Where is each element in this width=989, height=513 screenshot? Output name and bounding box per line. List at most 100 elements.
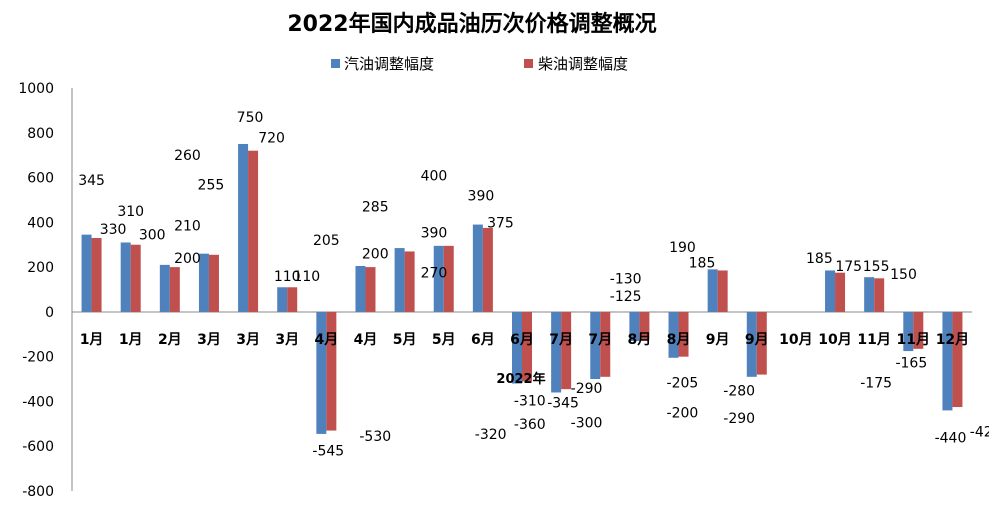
data-label: -440 bbox=[935, 430, 967, 446]
y-tick-label: 800 bbox=[27, 126, 54, 142]
x-tick-label: 5月 bbox=[393, 332, 417, 348]
data-label: 375 bbox=[487, 215, 514, 231]
bar-diesel bbox=[756, 311, 767, 375]
data-label: -320 bbox=[475, 427, 507, 443]
data-label: -125 bbox=[610, 289, 642, 305]
y-axis-ticks: 1000 800 600 400 200 0 -200 -400 -600 -800 bbox=[18, 81, 54, 500]
x-tick-label: 1月 bbox=[80, 332, 104, 348]
bar-gasoline bbox=[81, 234, 92, 312]
bar-gasoline bbox=[238, 143, 249, 312]
bar-diesel bbox=[874, 278, 885, 312]
bar-gasoline bbox=[903, 311, 914, 352]
x-tick-label: 6月 bbox=[510, 332, 534, 348]
x-tick-label: 3月 bbox=[275, 332, 299, 348]
y-tick-label: -600 bbox=[22, 439, 54, 455]
bar-diesel bbox=[678, 311, 689, 357]
x-tick-label: 3月 bbox=[236, 332, 260, 348]
bar-diesel bbox=[208, 254, 219, 312]
data-label: -290 bbox=[571, 381, 603, 397]
data-label: -280 bbox=[723, 383, 755, 399]
bar-diesel bbox=[365, 267, 376, 312]
x-tick-label: 1月 bbox=[119, 332, 143, 348]
data-label: 345 bbox=[78, 173, 105, 189]
bar-diesel bbox=[130, 244, 141, 312]
data-label: 185 bbox=[689, 256, 716, 272]
data-label: 330 bbox=[100, 222, 127, 238]
data-label: 300 bbox=[139, 228, 166, 244]
data-label: -360 bbox=[514, 417, 546, 433]
y-tick-label: 0 bbox=[45, 305, 54, 321]
y-tick-label: -200 bbox=[22, 350, 54, 366]
x-tick-label: 10月 bbox=[818, 332, 851, 348]
bar-diesel bbox=[482, 227, 493, 312]
x-tick-label: 6月 bbox=[471, 332, 495, 348]
bar-gasoline bbox=[825, 270, 836, 312]
bar-gasoline bbox=[277, 287, 288, 312]
bar-gasoline bbox=[316, 311, 327, 434]
data-label: 110 bbox=[293, 269, 320, 285]
bar-gasoline bbox=[433, 245, 444, 312]
bar-gasoline bbox=[355, 265, 366, 312]
data-label: 720 bbox=[258, 130, 285, 146]
data-label: 255 bbox=[198, 177, 225, 193]
x-tick-label: 10月 bbox=[779, 332, 812, 348]
bar-diesel bbox=[913, 311, 924, 349]
data-label: 175 bbox=[835, 259, 862, 275]
data-label: 205 bbox=[313, 233, 340, 249]
data-label: 185 bbox=[806, 251, 833, 267]
bar-diesel bbox=[639, 311, 650, 340]
legend-label-diesel: 柴油调整幅度 bbox=[538, 55, 628, 73]
data-label: 190 bbox=[669, 240, 696, 256]
bar-gasoline bbox=[551, 311, 562, 393]
legend: 汽油调整幅度 柴油调整幅度 bbox=[331, 55, 628, 73]
data-label: -345 bbox=[547, 396, 579, 412]
data-label: 310 bbox=[117, 204, 144, 220]
bar-gasoline bbox=[590, 311, 601, 380]
bar-gasoline bbox=[394, 248, 405, 312]
bar-gasoline bbox=[668, 311, 679, 358]
y-tick-label: 1000 bbox=[18, 81, 54, 97]
x-tick-label: 11月 bbox=[897, 332, 930, 348]
bar-gasoline bbox=[629, 311, 640, 341]
y-tick-label: -400 bbox=[22, 394, 54, 410]
x-tick-label: 3月 bbox=[197, 332, 221, 348]
data-label: 285 bbox=[362, 200, 389, 216]
bar-gasoline bbox=[864, 277, 875, 312]
y-tick-label: 200 bbox=[27, 260, 54, 276]
legend-label-gasoline: 汽油调整幅度 bbox=[344, 55, 434, 73]
data-label: 400 bbox=[421, 168, 448, 184]
x-axis-title: 2022年 bbox=[496, 371, 545, 387]
bar-gasoline bbox=[120, 242, 131, 312]
bar-gasoline bbox=[707, 269, 718, 312]
bar-diesel bbox=[248, 150, 259, 312]
data-label: 390 bbox=[421, 225, 448, 241]
bar-gasoline bbox=[942, 311, 953, 411]
bar-diesel bbox=[169, 267, 180, 312]
bars bbox=[81, 143, 963, 434]
data-label: 200 bbox=[362, 247, 389, 263]
bar-gasoline bbox=[746, 311, 757, 377]
x-tick-label: 11月 bbox=[857, 332, 890, 348]
bar-diesel bbox=[952, 311, 963, 408]
data-label: 260 bbox=[174, 148, 201, 164]
x-tick-label: 7月 bbox=[588, 332, 612, 348]
data-label: 270 bbox=[421, 266, 448, 282]
bar-diesel bbox=[561, 311, 572, 390]
data-label: 200 bbox=[174, 251, 201, 267]
bar-diesel bbox=[600, 311, 611, 377]
x-tick-label: 7月 bbox=[549, 332, 573, 348]
x-axis-ticks: 1月 1月 2月 3月 3月 3月 4月 4月 5月 5月 6月 6月 7月 7月 8月 8月 9月 9月 10月 1… bbox=[80, 332, 969, 348]
data-label: -200 bbox=[667, 406, 699, 422]
bar-diesel bbox=[522, 311, 532, 382]
legend-swatch-gasoline bbox=[331, 59, 340, 68]
data-label: -310 bbox=[514, 393, 546, 409]
data-label: -530 bbox=[359, 429, 391, 445]
data-label: 155 bbox=[863, 259, 890, 275]
data-label: -425 bbox=[970, 425, 989, 441]
data-label: -290 bbox=[723, 411, 755, 427]
data-label: -545 bbox=[312, 444, 344, 460]
chart-title: 2022年国内成品油历次价格调整概况 bbox=[287, 11, 656, 37]
data-label: -175 bbox=[860, 375, 892, 391]
